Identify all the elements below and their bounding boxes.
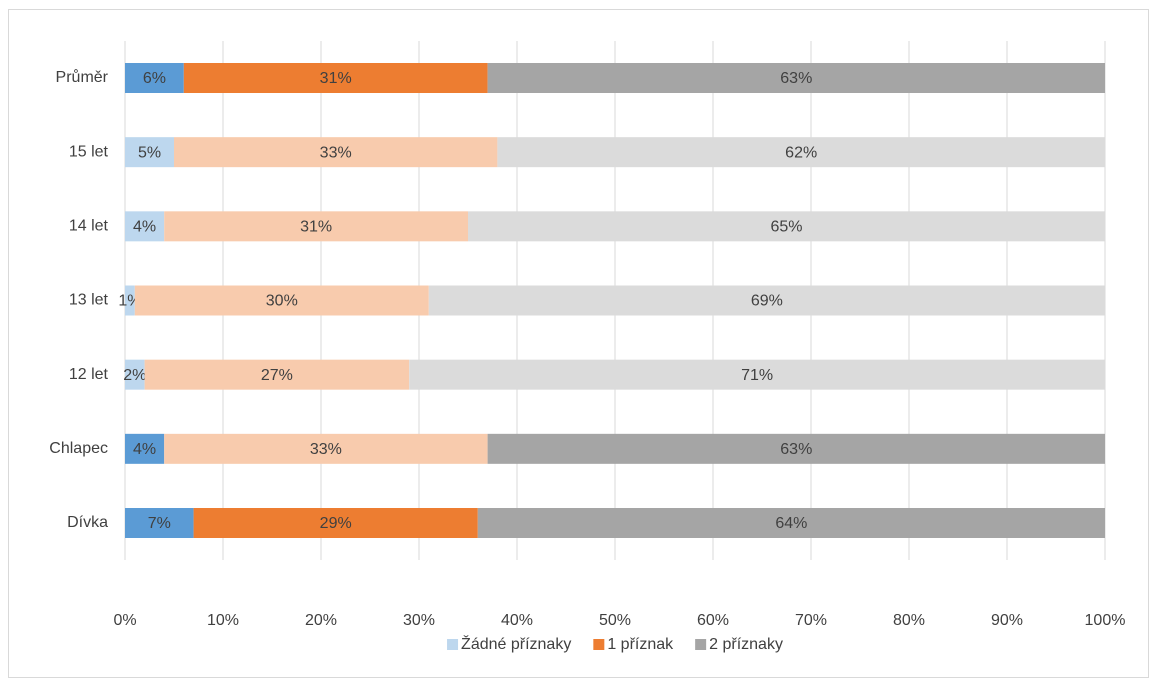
legend-swatch [695,639,707,650]
bar-segment [487,433,1106,464]
data-label: 6% [143,70,166,87]
data-label: 2% [123,367,146,384]
x-tick-label: 90% [991,612,1023,629]
data-label: 64% [775,515,807,532]
bar-segment [487,63,1106,93]
data-label: 71% [741,367,773,384]
bar-segment [125,63,184,93]
data-label: 63% [780,70,812,87]
data-label: 29% [320,515,352,532]
bar-segment [125,137,174,168]
bar-segment [125,359,145,390]
bar-segment [174,137,498,168]
bar-segment [183,63,488,93]
bar-segment [125,285,135,316]
legend-label: 1 příznak [607,636,674,653]
x-tick-label: 50% [599,612,631,629]
bar-segment [164,433,488,464]
bar-segment [144,359,410,390]
data-label: 69% [751,293,783,310]
legend-swatch [447,639,459,650]
x-tick-label: 40% [501,612,533,629]
y-tick-label: 14 let [69,218,109,235]
data-label: 31% [300,219,332,236]
bar-segment [468,211,1105,242]
bar-segment [193,508,478,538]
x-tick-label: 70% [795,612,827,629]
x-tick-label: 20% [305,612,337,629]
bar-segment [497,137,1105,168]
bar-segment [125,211,165,242]
bar-segment [134,285,429,316]
y-tick-label: 12 let [69,366,109,383]
data-label: 31% [320,70,352,87]
data-label: 62% [785,144,817,161]
data-label: 65% [770,219,802,236]
x-tick-label: 80% [893,612,925,629]
y-tick-label: 15 let [69,143,109,160]
x-tick-label: 10% [207,612,239,629]
bar-segment [125,508,194,538]
x-tick-label: 60% [697,612,729,629]
data-label: 5% [138,144,161,161]
bar-segment [164,211,468,242]
data-label: 33% [310,441,342,458]
legend-label: Žádné příznaky [461,634,571,653]
data-label: 27% [261,367,293,384]
data-label: 7% [148,515,171,532]
y-tick-label: Dívka [67,514,108,531]
y-tick-label: Průměr [56,68,109,86]
x-tick-label: 30% [403,612,435,629]
chart-frame [8,9,1149,678]
bar-segment [409,359,1105,390]
data-label: 63% [780,441,812,458]
data-label: 30% [266,293,298,310]
bar-segment [428,285,1105,316]
x-tick-label: 0% [113,612,136,629]
legend-label: 2 příznaky [709,636,783,653]
legend-swatch [593,639,605,650]
y-tick-label: Chlapec [49,440,108,457]
bar-segment [125,433,165,464]
x-tick-label: 100% [1085,612,1126,629]
data-label: 33% [320,144,352,161]
data-label: 4% [133,441,156,458]
bar-segment [477,508,1105,538]
y-tick-label: 13 let [69,292,109,309]
data-label: 4% [133,219,156,236]
